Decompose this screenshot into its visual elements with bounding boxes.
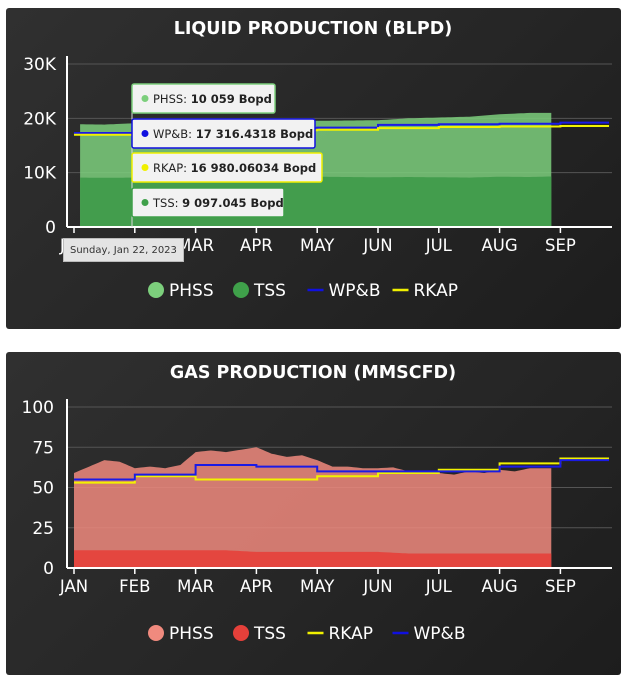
y-tick-label: 20K <box>23 109 57 129</box>
x-tick-label: FEB <box>119 577 150 596</box>
legend-item-phss[interactable]: PHSS <box>148 624 214 644</box>
legend-item-wpb[interactable]: WP&B <box>307 281 381 301</box>
tooltip-box <box>131 152 323 183</box>
legend-marker <box>233 625 249 641</box>
tooltip-box <box>131 118 316 149</box>
tooltip-dot <box>141 164 149 171</box>
y-tick-label: 10K <box>23 164 57 184</box>
tooltip-dot <box>141 199 149 206</box>
x-tick-label: SEP <box>545 577 576 596</box>
y-tick-label: 50 <box>32 479 54 499</box>
line-rkap <box>74 457 610 484</box>
chart-title: GAS PRODUCTION (MMSCFD) <box>170 363 456 383</box>
tooltip-text: RKAP: 16 980.06034 Bopd <box>153 161 316 175</box>
line-wpb <box>74 459 610 481</box>
tooltip-box <box>131 83 276 114</box>
legend-marker <box>233 282 249 298</box>
gas-production-panel: GAS PRODUCTION (MMSCFD) 0 25 50 75 100 JAN FEB M… <box>6 352 621 675</box>
area-tss <box>74 550 552 568</box>
x-tick-label: JUL <box>425 577 453 596</box>
area-phss <box>74 447 552 568</box>
tooltip-phss: PHSS: 10 059 Bopd <box>131 83 276 114</box>
gas-production-chart[interactable]: GAS PRODUCTION (MMSCFD) 0 25 50 75 100 JAN FEB M… <box>6 352 621 675</box>
legend-label: PHSS <box>169 624 214 644</box>
tooltip-tss: TSS: 9 097.045 Bopd <box>131 187 285 218</box>
tooltip-text: WP&B: 17 316.4318 Bopd <box>153 127 313 141</box>
y-tick-label: 25 <box>32 519 54 539</box>
x-tick-label: APR <box>240 577 273 596</box>
legend-label: RKAP <box>329 624 374 644</box>
y-tick-label: 0 <box>43 559 54 579</box>
legend-item-rkap[interactable]: RKAP <box>307 624 374 644</box>
x-tick-label: JUN <box>362 577 392 596</box>
x-tick-label: APR <box>240 236 273 255</box>
tooltip-wpb: WP&B: 17 316.4318 Bopd <box>131 118 316 149</box>
legend-marker <box>148 282 164 298</box>
liquid-production-chart[interactable]: LIQUID PRODUCTION (BLPD)010K20K30KJANFEB… <box>6 8 621 329</box>
x-tick-label: MAY <box>300 577 335 596</box>
x-tick-label: MAY <box>300 236 335 255</box>
crosshair-date-label: Sunday, Jan 22, 2023 <box>63 238 184 262</box>
legend-label: PHSS <box>169 281 214 301</box>
legend-label: WP&B <box>329 281 381 301</box>
y-tick-label: 30K <box>23 55 57 75</box>
legend-marker <box>148 625 164 641</box>
chart-title: LIQUID PRODUCTION (BLPD) <box>174 19 453 39</box>
legend-item-tss[interactable]: TSS <box>233 624 286 644</box>
legend-item-phss[interactable]: PHSS <box>148 281 214 301</box>
tooltip-dot <box>141 130 149 137</box>
x-tick-label: MAR <box>177 236 214 255</box>
x-tick-label: JAN <box>59 577 88 596</box>
legend-label: TSS <box>253 624 286 644</box>
x-tick-label: AUG <box>482 236 518 255</box>
x-tick-label: SEP <box>545 236 576 255</box>
x-tick-label: MAR <box>177 577 214 596</box>
legend-item-rkap[interactable]: RKAP <box>392 281 459 301</box>
y-tick-label: 75 <box>32 438 54 458</box>
legend-label: WP&B <box>414 624 466 644</box>
x-tick-label: AUG <box>482 577 518 596</box>
x-tick-label: JUL <box>425 236 453 255</box>
tooltip-text: PHSS: 10 059 Bopd <box>153 92 272 106</box>
tooltip-dot <box>141 95 149 102</box>
y-tick-label: 100 <box>22 398 54 418</box>
tooltip-text: TSS: 9 097.045 Bopd <box>152 196 284 210</box>
x-tick-label: JUN <box>362 236 392 255</box>
y-tick-label: 0 <box>45 218 56 238</box>
legend-label: TSS <box>253 281 286 301</box>
legend-item-wpb[interactable]: WP&B <box>392 624 466 644</box>
legend-item-tss[interactable]: TSS <box>233 281 286 301</box>
legend-label: RKAP <box>414 281 459 301</box>
tooltip-box <box>131 187 285 218</box>
liquid-production-panel: LIQUID PRODUCTION (BLPD)010K20K30KJANFEB… <box>6 8 621 329</box>
tooltip-rkap: RKAP: 16 980.06034 Bopd <box>131 152 323 183</box>
